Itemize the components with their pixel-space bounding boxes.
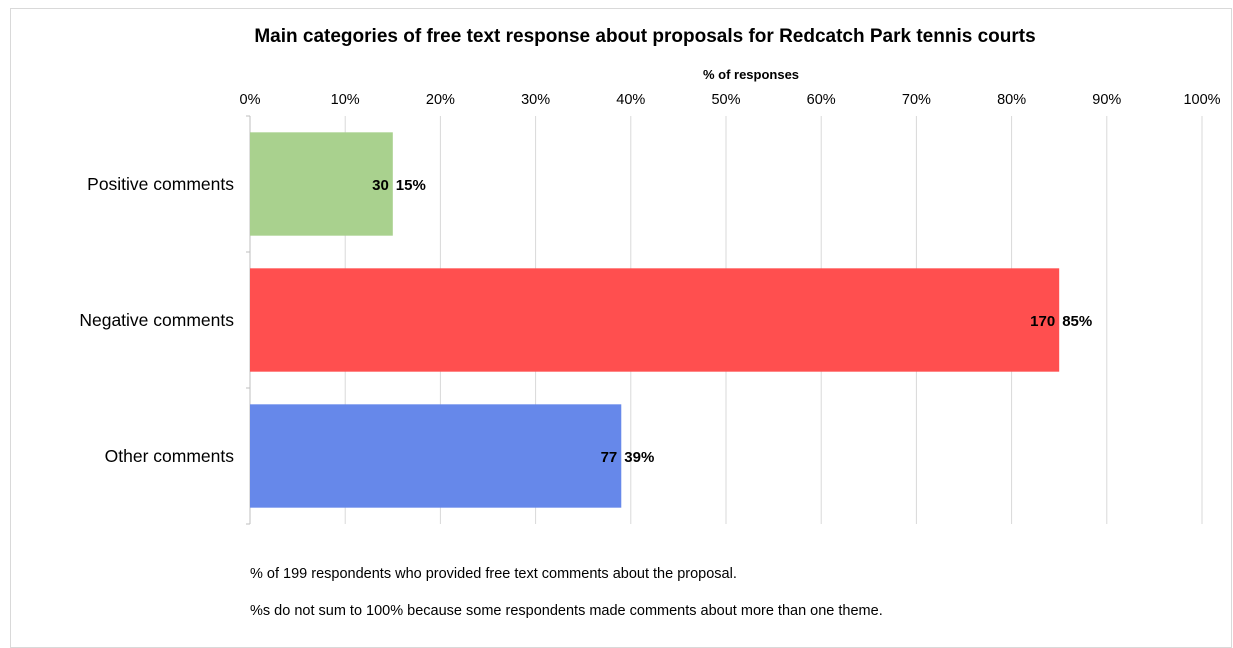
percent-label: 85% — [1062, 313, 1092, 330]
data-labels: 30 15% 170 85% 77 39% — [372, 177, 1092, 466]
footnote-sum: %s do not sum to 100% because some respo… — [250, 603, 883, 619]
x-tick-label: 70% — [902, 92, 931, 108]
bar — [250, 404, 622, 508]
x-axis-title: % of responses — [703, 67, 799, 82]
x-axis-ticks: 0% 10% 20% 30% 40% 50% 60% 70% 80% 90% 100% — [240, 92, 1221, 108]
percent-label: 15% — [396, 177, 426, 194]
count-label: 170 — [1030, 313, 1055, 330]
bar-chart: Main categories of free text response ab… — [79, 26, 1221, 525]
bar — [250, 132, 393, 236]
category-labels: Positive comments Negative comments Other … — [79, 174, 234, 466]
x-tick-label: 10% — [331, 92, 360, 108]
category-label: Positive comments — [87, 174, 234, 194]
x-tick-label: 60% — [807, 92, 836, 108]
x-tick-label: 90% — [1092, 92, 1121, 108]
count-label: 77 — [601, 449, 618, 466]
x-tick-label: 80% — [997, 92, 1026, 108]
x-tick-label: 0% — [240, 92, 261, 108]
count-label: 30 — [372, 177, 389, 194]
bars — [250, 132, 1060, 508]
bar — [250, 268, 1060, 372]
category-label: Negative comments — [79, 310, 234, 330]
footnote-respondents: % of 199 respondents who provided free t… — [250, 566, 737, 582]
x-tick-label: 100% — [1183, 92, 1220, 108]
percent-label: 39% — [624, 449, 654, 466]
x-tick-label: 50% — [711, 92, 740, 108]
chart-title: Main categories of free text response ab… — [254, 26, 1035, 47]
x-tick-label: 40% — [616, 92, 645, 108]
x-tick-label: 30% — [521, 92, 550, 108]
x-tick-label: 20% — [426, 92, 455, 108]
category-label: Other comments — [105, 446, 235, 466]
